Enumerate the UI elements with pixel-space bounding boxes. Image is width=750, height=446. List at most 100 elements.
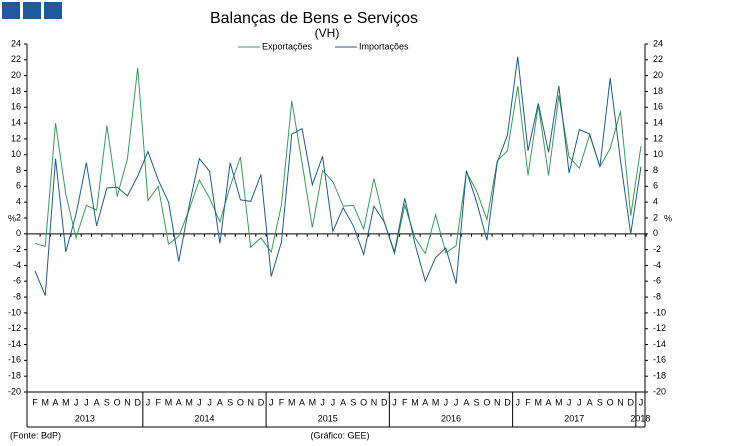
y2-tick-label: -6 xyxy=(653,276,661,286)
y-tick-label: -10 xyxy=(8,307,21,317)
x-tick-label: A xyxy=(176,397,182,407)
y-tick-label: 20 xyxy=(11,70,21,80)
x-tick-label: A xyxy=(587,397,593,407)
x-tick-label: A xyxy=(422,397,428,407)
year-label: 2016 xyxy=(441,413,461,423)
y2-tick-label: 8 xyxy=(653,165,658,175)
x-tick-label: S xyxy=(104,397,110,407)
y2-tick-label: -4 xyxy=(653,260,661,270)
legend-label: Importações xyxy=(359,41,409,51)
y-tick-label: -8 xyxy=(13,291,21,301)
y2-tick-label: -16 xyxy=(653,355,666,365)
x-tick-label: A xyxy=(217,397,223,407)
y-tick-label: -18 xyxy=(8,371,21,381)
y-unit: % xyxy=(8,213,16,223)
icon xyxy=(23,2,41,19)
year-label: 2013 xyxy=(75,413,95,423)
y-tick-label: 16 xyxy=(11,102,21,112)
x-tick-label: O xyxy=(114,397,121,407)
y-tick-label: -20 xyxy=(8,386,21,396)
x-tick-label: J xyxy=(269,397,274,407)
y-tick-label: -6 xyxy=(13,276,21,286)
x-tick-label: F xyxy=(279,397,285,407)
y2-tick-label: -18 xyxy=(653,371,666,381)
year-label: 2014 xyxy=(194,413,214,423)
y-tick-label: 2 xyxy=(16,212,21,222)
y2-tick-label: 18 xyxy=(653,86,663,96)
x-tick-label: J xyxy=(84,397,89,407)
x-tick-label: S xyxy=(474,397,480,407)
x-tick-label: S xyxy=(597,397,603,407)
y2-tick-label: 22 xyxy=(653,54,663,64)
x-tick-label: J xyxy=(392,397,397,407)
y-tick-label: 0 xyxy=(16,228,21,238)
x-tick-label: M xyxy=(411,397,419,407)
x-tick-label: A xyxy=(94,397,100,407)
y-tick-label: 14 xyxy=(11,117,21,127)
y2-tick-label: -2 xyxy=(653,244,661,254)
x-tick-label: A xyxy=(340,397,346,407)
x-tick-label: O xyxy=(483,397,490,407)
x-tick-label: J xyxy=(515,397,520,407)
x-tick-label: S xyxy=(350,397,356,407)
y-tick-label: 10 xyxy=(11,149,21,159)
y-tick-label: -14 xyxy=(8,339,21,349)
x-tick-label: A xyxy=(546,397,552,407)
x-tick-label: M xyxy=(185,397,193,407)
icon xyxy=(2,2,20,19)
y-tick-label: 8 xyxy=(16,165,21,175)
legend-label: Exportações xyxy=(262,41,313,51)
footer: (Fonte: BdP) xyxy=(10,430,61,440)
x-tick-label: M xyxy=(288,397,296,407)
x-tick-label: J xyxy=(146,397,151,407)
line-series xyxy=(34,67,642,256)
x-tick-label: J xyxy=(74,397,79,407)
x-tick-label: J xyxy=(567,397,572,407)
y2-tick-label: 2 xyxy=(653,212,658,222)
y-tick-label: 4 xyxy=(16,197,21,207)
year-label: 2017 xyxy=(564,413,584,423)
x-tick-label: D xyxy=(504,397,511,407)
x-tick-label: F xyxy=(525,397,531,407)
y2-unit: % xyxy=(664,213,672,223)
x-tick-label: M xyxy=(555,397,563,407)
y-tick-label: 18 xyxy=(11,86,21,96)
x-tick-label: O xyxy=(237,397,244,407)
x-tick-label: J xyxy=(207,397,212,407)
footer: (Gráfico: GEE) xyxy=(310,430,369,440)
y2-tick-label: 0 xyxy=(653,228,658,238)
x-tick-label: M xyxy=(309,397,317,407)
y2-tick-label: 6 xyxy=(653,181,658,191)
y2-tick-label: 4 xyxy=(653,197,658,207)
y-tick-label: -4 xyxy=(13,260,21,270)
y-tick-label: 12 xyxy=(11,133,21,143)
y-tick-label: -2 xyxy=(13,244,21,254)
x-tick-label: O xyxy=(360,397,367,407)
x-tick-label: J xyxy=(577,397,582,407)
y2-tick-label: -20 xyxy=(653,386,666,396)
x-tick-label: D xyxy=(258,397,265,407)
y2-tick-label: -12 xyxy=(653,323,666,333)
x-tick-label: D xyxy=(381,397,388,407)
x-tick-label: D xyxy=(134,397,141,407)
year-label: 2018 xyxy=(630,413,650,423)
x-tick-label: J xyxy=(639,397,644,407)
x-tick-label: N xyxy=(247,397,254,407)
y2-tick-label: 24 xyxy=(653,38,663,48)
y2-tick-label: 12 xyxy=(653,133,663,143)
x-tick-label: J xyxy=(197,397,202,407)
x-tick-label: D xyxy=(627,397,634,407)
x-tick-label: M xyxy=(165,397,173,407)
x-tick-label: J xyxy=(320,397,325,407)
x-tick-label: A xyxy=(463,397,469,407)
x-tick-label: F xyxy=(402,397,408,407)
x-tick-label: M xyxy=(432,397,440,407)
x-tick-label: J xyxy=(444,397,449,407)
y2-tick-label: -10 xyxy=(653,307,666,317)
x-tick-label: F xyxy=(32,397,38,407)
x-tick-label: N xyxy=(371,397,378,407)
x-tick-label: N xyxy=(494,397,501,407)
y2-tick-label: 20 xyxy=(653,70,663,80)
x-tick-label: M xyxy=(62,397,70,407)
